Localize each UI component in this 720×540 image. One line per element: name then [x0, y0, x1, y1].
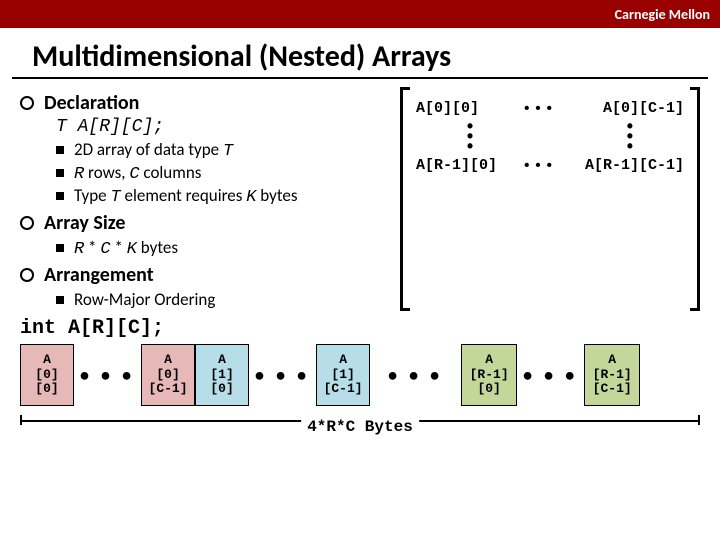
- bullet-square-icon: [56, 244, 64, 252]
- array-size-item-0: R * C * K bytes: [56, 237, 392, 259]
- dots-vertical-icon: •••: [627, 122, 633, 152]
- memory-cell: A[1][0]: [195, 344, 249, 406]
- matrix-diagram: A[0][0] ••• A[0][C-1] ••• ••• A[R-1][0] …: [400, 87, 700, 311]
- header-bar: Carnegie Mellon: [0, 0, 720, 28]
- matrix-tr: A[0][C-1]: [603, 100, 684, 117]
- memory-cell: A[0][C-1]: [141, 344, 195, 406]
- bullet-circle-icon: [20, 268, 34, 282]
- memory-cell: A[R-1][0]: [461, 344, 517, 406]
- section-declaration: Declaration: [20, 91, 392, 115]
- ellipsis-gap: • • •: [370, 344, 461, 406]
- ellipsis-gap: • • •: [517, 344, 584, 406]
- slide-title: Multidimensional (Nested) Arrays: [12, 28, 708, 79]
- tick-right-icon: [698, 415, 700, 425]
- dots-vertical-icon: •••: [467, 122, 473, 152]
- matrix-br: A[R-1][C-1]: [585, 157, 684, 174]
- code-declaration: int A[R][C];: [0, 311, 720, 344]
- declaration-item-2: Type T element requires K bytes: [56, 185, 392, 207]
- memory-cell: A[1][C-1]: [316, 344, 370, 406]
- tick-left-icon: [20, 415, 22, 425]
- matrix-tl: A[0][0]: [416, 100, 479, 117]
- memory-cell: A[R-1][C-1]: [584, 344, 640, 406]
- arrangement-item-0: Row-Major Ordering: [56, 289, 392, 310]
- memory-cell: A[0][0]: [20, 344, 74, 406]
- dots-horizontal-icon: •••: [524, 157, 558, 174]
- section-array-size: Array Size: [20, 211, 392, 235]
- declaration-label: Declaration: [44, 91, 139, 115]
- bullet-column: Declaration T A[R][C]; 2D array of data …: [20, 87, 392, 311]
- matrix-bl: A[R-1][0]: [416, 157, 497, 174]
- bullet-square-icon: [56, 192, 64, 200]
- declaration-item-1: R rows, C columns: [56, 162, 392, 184]
- bullet-circle-icon: [20, 96, 34, 110]
- dots-horizontal-icon: •••: [524, 100, 558, 117]
- ellipsis-gap: • • •: [74, 344, 141, 406]
- declaration-item-0: 2D array of data type T: [56, 139, 392, 161]
- size-brace: 4*R*C Bytes: [20, 412, 700, 446]
- total-size-label: 4*R*C Bytes: [301, 418, 419, 436]
- brand-label: Carnegie Mellon: [615, 6, 710, 23]
- bullet-square-icon: [56, 169, 64, 177]
- arrangement-item-text: Row-Major Ordering: [74, 289, 215, 310]
- bullet-square-icon: [56, 296, 64, 304]
- bracket-right-icon: [690, 87, 700, 311]
- memory-layout: A[0][0]• • •A[0][C-1]A[1][0]• • •A[1][C-…: [0, 344, 720, 406]
- section-arrangement: Arrangement: [20, 263, 392, 287]
- bracket-left-icon: [400, 87, 410, 311]
- bullet-circle-icon: [20, 216, 34, 230]
- ellipsis-gap: • • •: [249, 344, 316, 406]
- content-row: Declaration T A[R][C]; 2D array of data …: [0, 87, 720, 311]
- bullet-square-icon: [56, 146, 64, 154]
- arrangement-label: Arrangement: [44, 263, 154, 287]
- array-size-label: Array Size: [44, 211, 125, 235]
- declaration-code: T A[R][C];: [56, 117, 392, 137]
